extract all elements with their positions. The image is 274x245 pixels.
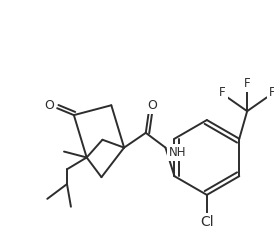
Text: O: O (147, 99, 157, 112)
Text: F: F (219, 86, 226, 99)
Text: F: F (269, 86, 274, 99)
Text: Cl: Cl (200, 216, 214, 230)
Text: F: F (244, 77, 250, 90)
Text: O: O (44, 99, 54, 112)
Text: NH: NH (169, 146, 186, 159)
